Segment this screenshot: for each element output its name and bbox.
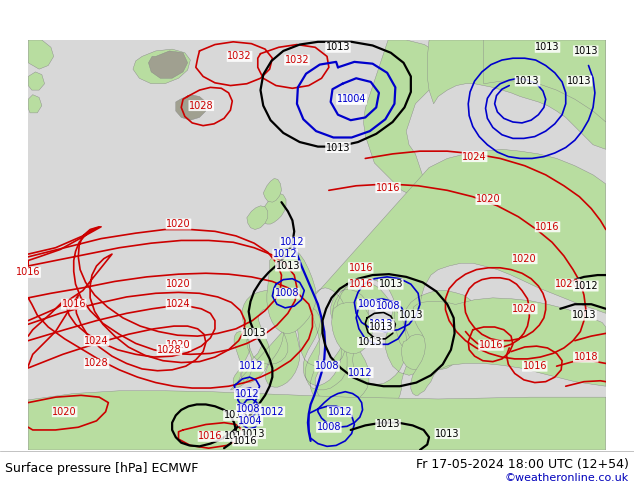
Text: 1016: 1016 bbox=[16, 268, 41, 277]
Text: ©weatheronline.co.uk: ©weatheronline.co.uk bbox=[505, 473, 629, 483]
Text: 1024: 1024 bbox=[166, 299, 191, 309]
Text: 1008: 1008 bbox=[275, 288, 299, 298]
Text: 1020: 1020 bbox=[476, 195, 501, 204]
Text: 1028: 1028 bbox=[157, 345, 182, 355]
Text: Fr 17-05-2024 18:00 UTC (12+54): Fr 17-05-2024 18:00 UTC (12+54) bbox=[416, 458, 629, 470]
Text: 1013: 1013 bbox=[435, 429, 460, 439]
Text: 1020: 1020 bbox=[166, 219, 191, 229]
Text: 1032: 1032 bbox=[227, 51, 252, 61]
Polygon shape bbox=[133, 49, 190, 84]
Text: 1020: 1020 bbox=[512, 304, 537, 314]
Text: 1016: 1016 bbox=[376, 183, 400, 193]
Text: 1012: 1012 bbox=[235, 389, 259, 398]
Text: Surface pressure [hPa] ECMWF: Surface pressure [hPa] ECMWF bbox=[5, 462, 198, 474]
Text: 1008: 1008 bbox=[236, 404, 261, 414]
Text: 1013: 1013 bbox=[535, 42, 560, 52]
Text: 1020: 1020 bbox=[166, 279, 191, 289]
Text: 1008: 1008 bbox=[316, 422, 341, 432]
Text: 1012: 1012 bbox=[260, 407, 285, 416]
Text: 1016: 1016 bbox=[479, 340, 503, 350]
Polygon shape bbox=[148, 51, 188, 78]
Polygon shape bbox=[247, 206, 268, 229]
Text: 1016: 1016 bbox=[522, 361, 547, 371]
Polygon shape bbox=[263, 178, 281, 202]
Polygon shape bbox=[484, 40, 606, 122]
Text: 1013: 1013 bbox=[241, 429, 266, 439]
Text: 1020: 1020 bbox=[53, 407, 77, 416]
Text: 1018: 1018 bbox=[574, 352, 598, 362]
Text: 1016: 1016 bbox=[349, 279, 373, 289]
Text: 1008: 1008 bbox=[314, 361, 339, 371]
Text: 1012: 1012 bbox=[239, 361, 264, 371]
Text: 1013: 1013 bbox=[399, 310, 423, 320]
Text: 1020: 1020 bbox=[512, 254, 537, 264]
Text: 1013: 1013 bbox=[376, 419, 400, 430]
Text: 1016: 1016 bbox=[61, 299, 86, 309]
Text: 1016: 1016 bbox=[233, 436, 257, 446]
Text: 1016: 1016 bbox=[535, 222, 560, 232]
Text: 1012: 1012 bbox=[370, 319, 394, 329]
Polygon shape bbox=[411, 298, 606, 395]
Text: 1013: 1013 bbox=[224, 411, 248, 420]
Polygon shape bbox=[28, 391, 606, 450]
Polygon shape bbox=[427, 40, 606, 149]
Text: 1020: 1020 bbox=[555, 279, 580, 289]
Text: 1020: 1020 bbox=[166, 340, 191, 350]
Polygon shape bbox=[332, 302, 373, 353]
Text: 1012: 1012 bbox=[280, 237, 305, 247]
Text: 1004: 1004 bbox=[342, 94, 366, 104]
Text: 1004: 1004 bbox=[238, 416, 262, 426]
Text: 1013: 1013 bbox=[242, 328, 266, 339]
Text: 1013: 1013 bbox=[515, 76, 540, 86]
Text: 1013: 1013 bbox=[224, 431, 248, 441]
Text: 1012: 1012 bbox=[574, 281, 598, 291]
Text: 1012: 1012 bbox=[328, 407, 352, 416]
Polygon shape bbox=[28, 95, 42, 113]
Text: 1013: 1013 bbox=[358, 338, 382, 347]
Text: 1016: 1016 bbox=[349, 263, 373, 273]
Polygon shape bbox=[363, 40, 448, 195]
Text: 1012: 1012 bbox=[273, 249, 297, 259]
Text: 1013: 1013 bbox=[378, 279, 403, 289]
Polygon shape bbox=[28, 40, 54, 69]
Polygon shape bbox=[267, 248, 316, 333]
Polygon shape bbox=[176, 95, 206, 120]
Text: 1013: 1013 bbox=[572, 310, 596, 320]
Text: 1008: 1008 bbox=[376, 301, 400, 311]
Text: 1013: 1013 bbox=[326, 143, 350, 152]
Text: 1008: 1008 bbox=[358, 299, 382, 309]
Text: 1008: 1008 bbox=[337, 94, 361, 104]
Text: 1028: 1028 bbox=[84, 359, 109, 368]
Text: 1013: 1013 bbox=[567, 76, 592, 86]
Text: 1012: 1012 bbox=[349, 368, 373, 378]
Text: 1016: 1016 bbox=[198, 431, 223, 441]
Polygon shape bbox=[28, 72, 44, 90]
Polygon shape bbox=[261, 193, 286, 224]
Text: 1013: 1013 bbox=[370, 322, 394, 332]
Polygon shape bbox=[230, 149, 606, 416]
Text: 1013: 1013 bbox=[574, 46, 598, 56]
Text: 1024: 1024 bbox=[84, 336, 109, 345]
Text: 1013: 1013 bbox=[326, 42, 350, 52]
Text: 1024: 1024 bbox=[462, 151, 487, 162]
Polygon shape bbox=[402, 334, 430, 370]
Text: 1028: 1028 bbox=[189, 100, 214, 111]
Text: 1013: 1013 bbox=[276, 261, 300, 271]
Text: 1032: 1032 bbox=[285, 55, 309, 65]
